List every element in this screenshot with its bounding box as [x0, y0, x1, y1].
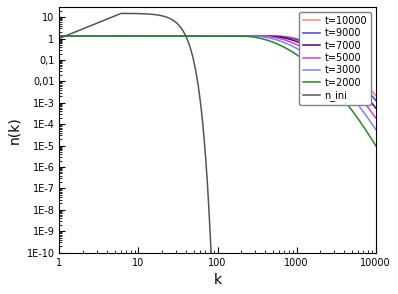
t=10000: [308, 41, 313, 45]
t=7000: [308, 46, 313, 50]
t=9000: [172, 34, 176, 38]
t=3000: [172, 34, 176, 38]
Y-axis label: n(k): n(k): [7, 116, 21, 144]
n_ini: [210, 272, 215, 276]
t=9000: [373, 98, 378, 102]
n_ini: [57, 37, 62, 40]
Line: t=2000: t=2000: [59, 36, 376, 146]
Line: t=3000: t=3000: [59, 36, 376, 129]
t=5000: [373, 116, 378, 120]
t=5000: [258, 34, 263, 38]
t=10000: [57, 34, 62, 38]
t=10000: [73, 34, 78, 38]
t=3000: [73, 34, 78, 38]
t=2000: [291, 51, 296, 55]
t=3000: [244, 34, 249, 38]
t=10000: [244, 34, 249, 38]
Legend: t=10000, t=9000, t=7000, t=5000, t=3000, t=2000, n_ini: t=10000, t=9000, t=7000, t=5000, t=3000,…: [299, 12, 371, 105]
t=5000: [172, 34, 176, 38]
t=9000: [73, 34, 78, 38]
t=2000: [244, 34, 249, 38]
t=7000: [373, 106, 378, 110]
Line: t=10000: t=10000: [59, 36, 376, 96]
t=7000: [258, 34, 263, 38]
t=2000: [373, 144, 378, 147]
t=7000: [244, 34, 249, 38]
t=3000: [373, 128, 378, 131]
t=3000: [291, 45, 296, 49]
t=2000: [57, 34, 62, 38]
t=5000: [73, 34, 78, 38]
n_ini: [244, 272, 249, 276]
t=7000: [291, 39, 296, 42]
t=2000: [172, 34, 176, 38]
t=9000: [291, 37, 296, 41]
n_ini: [308, 272, 313, 276]
t=9000: [57, 34, 62, 38]
Line: n_ini: n_ini: [59, 14, 376, 274]
t=7000: [172, 34, 176, 38]
X-axis label: k: k: [213, 273, 222, 287]
Line: t=9000: t=9000: [59, 36, 376, 100]
t=5000: [244, 34, 249, 38]
t=10000: [258, 34, 263, 38]
t=7000: [57, 34, 62, 38]
t=2000: [258, 36, 263, 40]
t=9000: [244, 34, 249, 38]
t=9000: [308, 43, 313, 47]
t=10000: [172, 34, 176, 38]
t=5000: [308, 50, 313, 54]
t=7000: [73, 34, 78, 38]
t=9000: [258, 34, 263, 38]
n_ini: [292, 272, 297, 276]
Line: t=5000: t=5000: [59, 36, 376, 118]
t=10000: [373, 94, 378, 97]
n_ini: [119, 12, 123, 15]
t=5000: [291, 41, 296, 45]
t=2000: [73, 34, 78, 38]
n_ini: [172, 19, 176, 23]
n_ini: [258, 272, 263, 276]
n_ini: [73, 30, 78, 34]
n_ini: [373, 272, 378, 276]
t=3000: [258, 35, 263, 38]
t=10000: [291, 36, 296, 40]
Line: t=7000: t=7000: [59, 36, 376, 108]
t=5000: [57, 34, 62, 38]
t=2000: [308, 64, 313, 67]
t=3000: [57, 34, 62, 38]
t=3000: [308, 56, 313, 59]
